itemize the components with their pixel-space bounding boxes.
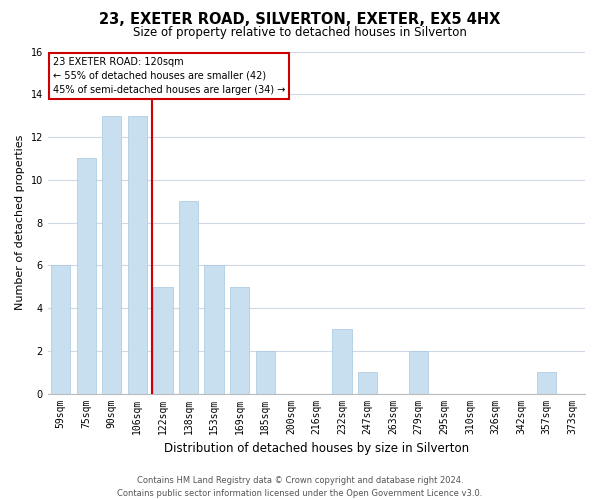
Text: Contains HM Land Registry data © Crown copyright and database right 2024.
Contai: Contains HM Land Registry data © Crown c… (118, 476, 482, 498)
Y-axis label: Number of detached properties: Number of detached properties (15, 135, 25, 310)
Bar (102, 116, 121, 394)
Bar (205, 266, 224, 394)
Text: 23, EXETER ROAD, SILVERTON, EXETER, EX5 4HX: 23, EXETER ROAD, SILVERTON, EXETER, EX5 … (100, 12, 500, 28)
X-axis label: Distribution of detached houses by size in Silverton: Distribution of detached houses by size … (164, 442, 469, 455)
Bar (537, 372, 556, 394)
Bar (179, 201, 198, 394)
Bar (256, 351, 275, 394)
Bar (409, 351, 428, 394)
Bar (230, 286, 249, 394)
Bar (358, 372, 377, 394)
Bar (77, 158, 96, 394)
Text: 23 EXETER ROAD: 120sqm
← 55% of detached houses are smaller (42)
45% of semi-det: 23 EXETER ROAD: 120sqm ← 55% of detached… (53, 56, 286, 94)
Bar (332, 330, 352, 394)
Text: Size of property relative to detached houses in Silverton: Size of property relative to detached ho… (133, 26, 467, 39)
Bar (51, 266, 70, 394)
Bar (128, 116, 147, 394)
Bar (154, 286, 173, 394)
